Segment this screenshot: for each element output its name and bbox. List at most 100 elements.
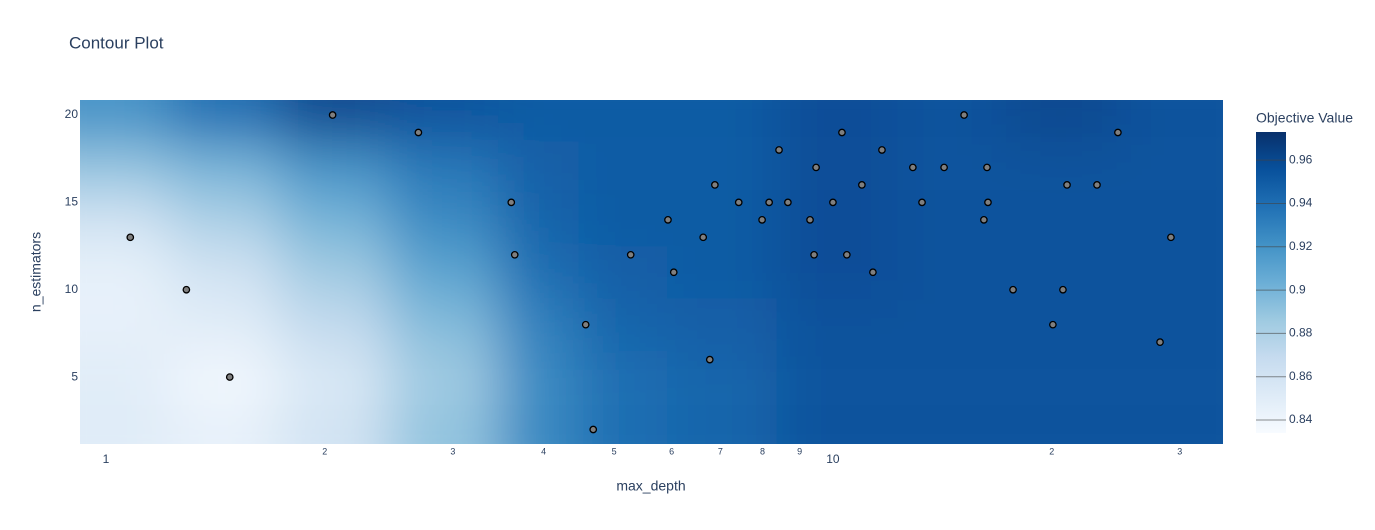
trial-point [812, 163, 820, 172]
y-tick-label: 15 [65, 195, 79, 209]
contour-cell [80, 100, 170, 142]
trial-point [806, 215, 814, 224]
trial-point [842, 250, 851, 259]
trial-point [626, 250, 635, 259]
contour-cell [776, 403, 897, 444]
trial-point [869, 268, 877, 277]
trial-point [858, 181, 866, 189]
contour-cell [169, 350, 280, 404]
x-tick-label: 7 [718, 446, 723, 456]
contour-cell [1006, 100, 1116, 142]
contour-cell [896, 403, 1007, 444]
trial-point [1059, 285, 1067, 294]
contour-cell [667, 141, 777, 194]
contour-cell [896, 100, 1007, 142]
trial-point [940, 163, 948, 172]
colorbar [1256, 132, 1286, 433]
trial-point [699, 233, 708, 242]
contour-cell [498, 141, 579, 194]
contour-cell [498, 298, 579, 351]
trial-point [126, 233, 135, 242]
x-tick-label: 9 [797, 446, 802, 456]
contour-cell [279, 246, 389, 299]
colorbar-tick-label: 0.96 [1289, 152, 1313, 166]
trial-point [980, 215, 988, 224]
y-tick-label: 10 [65, 282, 79, 296]
x-tick-label: 2 [322, 446, 327, 456]
contour-cell [1006, 403, 1116, 444]
contour-cell [896, 246, 1007, 299]
x-tick-label: 3 [1177, 446, 1182, 456]
trial-point [734, 198, 743, 207]
contour-cell [80, 350, 170, 404]
contour-cell [498, 350, 579, 404]
contour-cell [578, 403, 668, 444]
trial-point [182, 285, 191, 294]
x-tick-label: 3 [450, 446, 455, 456]
contour-cell [80, 193, 170, 247]
contour-fill [80, 100, 1223, 444]
trial-point [664, 215, 672, 224]
contour-cell [498, 100, 579, 142]
contour-cell [388, 350, 499, 404]
x-tick-label: 2 [1049, 446, 1054, 456]
contour-cell [498, 403, 579, 444]
contour-cell [279, 100, 389, 142]
contour-cell [80, 141, 170, 194]
trial-point [983, 163, 991, 172]
contour-cell [578, 298, 668, 351]
x-axis-title: max_depth [616, 478, 685, 494]
contour-cell [776, 298, 897, 351]
contour-cell [1115, 100, 1223, 142]
contour-cell [169, 193, 280, 247]
contour-cell [1006, 193, 1116, 247]
contour-cell [667, 298, 777, 351]
contour-cell [1115, 403, 1223, 444]
contour-cell [388, 403, 499, 444]
trial-point [1156, 338, 1164, 346]
contour-cell [169, 298, 280, 351]
contour-cell [498, 246, 579, 299]
trial-point [711, 181, 719, 189]
contour-cell [1115, 350, 1223, 404]
contour-cell [279, 298, 389, 351]
contour-cell [776, 350, 897, 404]
trial-point [669, 268, 678, 277]
contour-cell [776, 141, 897, 194]
colorbar-tick-label: 0.84 [1289, 412, 1313, 426]
contour-cell [279, 403, 389, 444]
contour-cell [667, 246, 777, 299]
x-tick-label: 1 [103, 452, 110, 466]
contour-cell [776, 100, 897, 142]
contour-cell [667, 350, 777, 404]
contour-cell [896, 298, 1007, 351]
contour-cell [1115, 141, 1223, 194]
contour-cell [80, 246, 170, 299]
contour-cell [169, 403, 280, 444]
x-tick-label: 5 [612, 446, 617, 456]
trial-point [510, 250, 519, 259]
contour-cell [776, 246, 897, 299]
y-tick-label: 20 [65, 107, 79, 121]
x-tick-label: 10 [826, 452, 840, 466]
trial-point [1167, 233, 1175, 242]
contour-cell [388, 193, 499, 247]
trial-point [758, 215, 766, 224]
trial-point [328, 111, 337, 119]
colorbar-tick-label: 0.88 [1289, 326, 1313, 340]
trial-point [918, 198, 926, 207]
y-axis-title: n_estimators [28, 232, 44, 312]
colorbar-tick-label: 0.92 [1289, 239, 1313, 253]
chart-title: Contour Plot [69, 33, 164, 52]
trial-point [908, 163, 917, 172]
contour-cell [279, 350, 389, 404]
x-tick-label: 6 [669, 446, 674, 456]
contour-cell [578, 350, 668, 404]
contour-cell [667, 100, 777, 142]
trial-point [1114, 128, 1122, 137]
trial-point [414, 128, 423, 137]
contour-cell [578, 246, 668, 299]
contour-cell [388, 298, 499, 351]
trial-point [765, 198, 773, 207]
